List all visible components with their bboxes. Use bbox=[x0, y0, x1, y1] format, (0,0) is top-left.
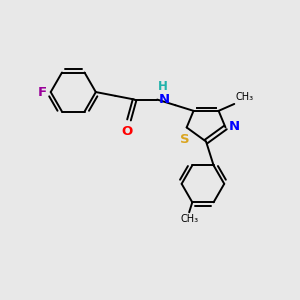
Text: F: F bbox=[38, 85, 47, 99]
Text: O: O bbox=[121, 124, 132, 138]
Text: H: H bbox=[158, 80, 168, 93]
Text: N: N bbox=[229, 120, 240, 133]
Text: N: N bbox=[158, 93, 169, 106]
Text: CH₃: CH₃ bbox=[180, 214, 198, 224]
Text: CH₃: CH₃ bbox=[236, 92, 254, 102]
Text: S: S bbox=[180, 133, 190, 146]
